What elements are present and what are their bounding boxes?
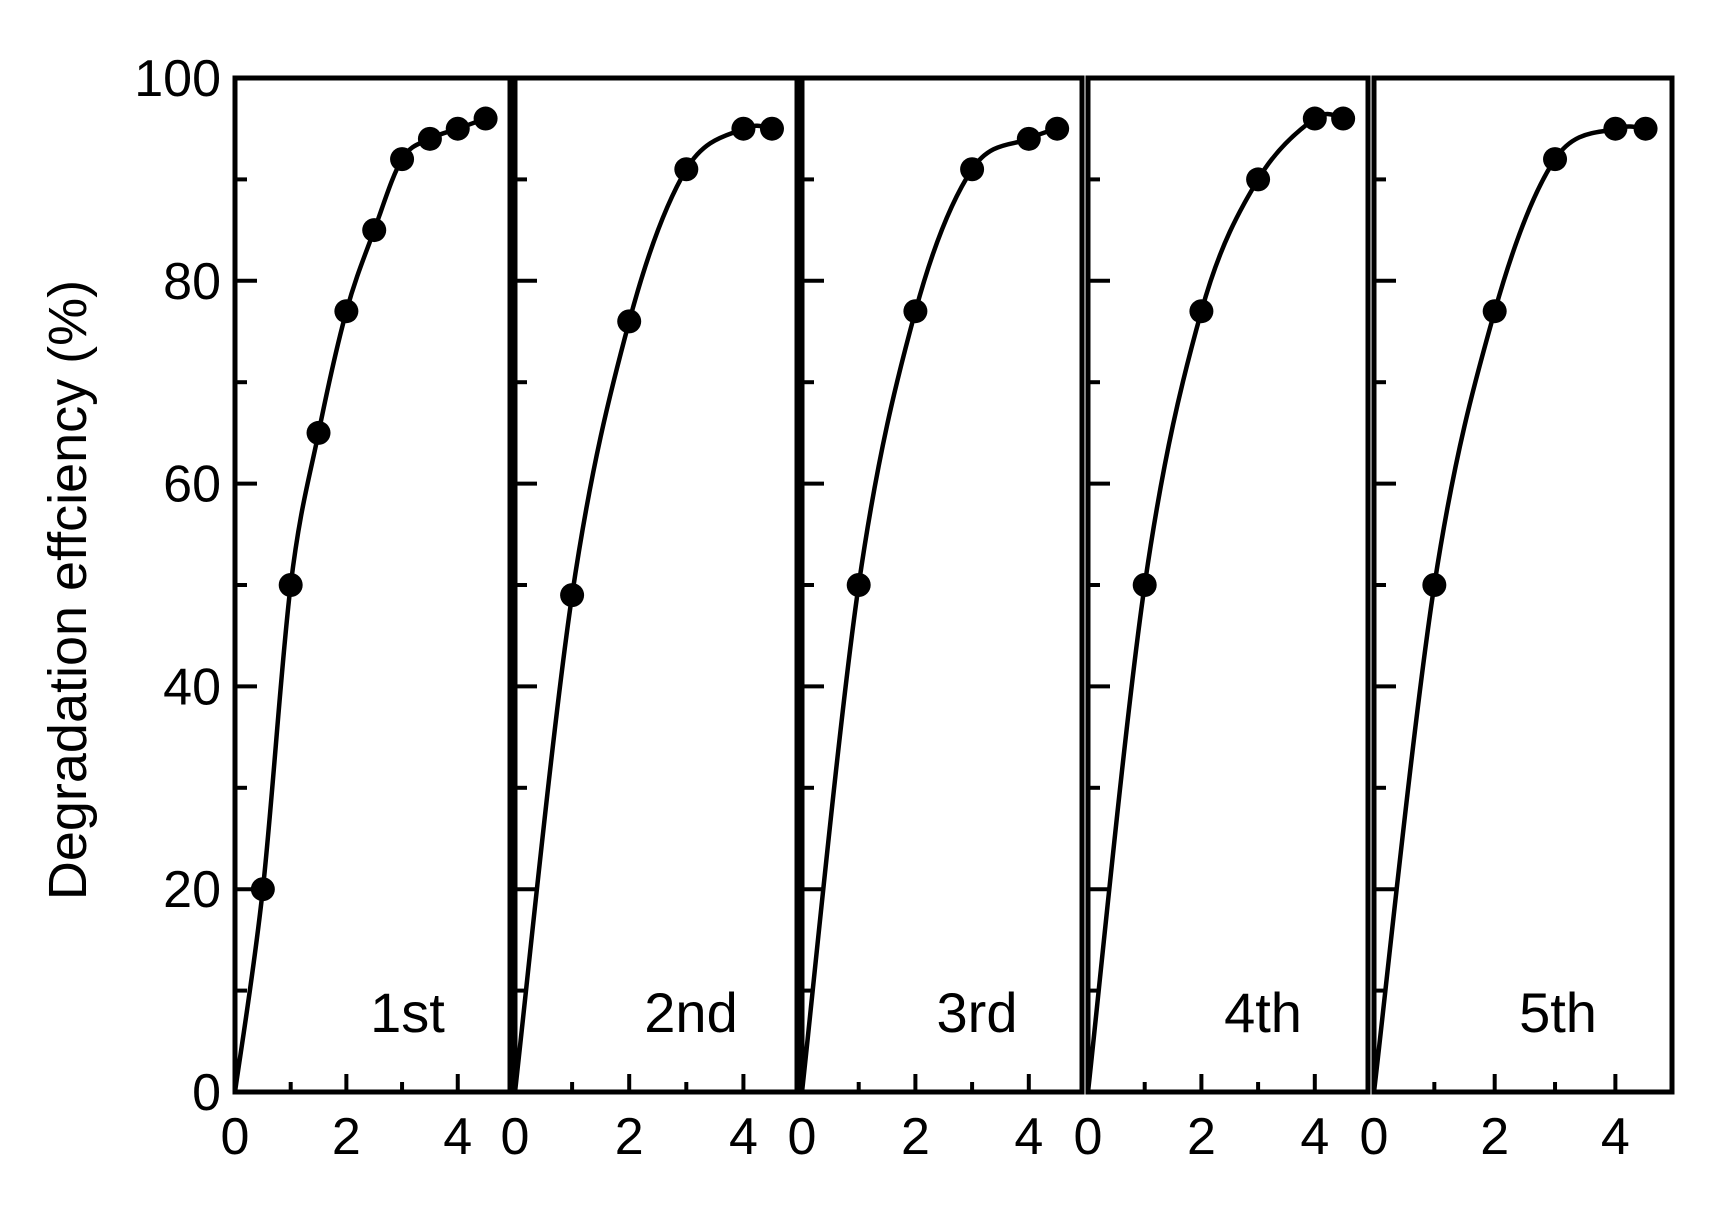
data-point <box>674 157 699 182</box>
x-tick-label: 2 <box>332 1108 361 1166</box>
data-point <box>1302 106 1327 131</box>
data-point <box>731 116 756 141</box>
panel-frame <box>1085 75 1371 1095</box>
y-tick-label: 60 <box>163 456 221 514</box>
data-point <box>278 573 303 597</box>
data-point <box>250 877 275 902</box>
x-tick-label: 4 <box>1300 1108 1329 1166</box>
data-point <box>1331 106 1356 131</box>
x-tick-label: 4 <box>443 1108 472 1166</box>
data-point <box>560 583 585 608</box>
data-point <box>334 299 359 324</box>
data-point <box>1045 116 1070 141</box>
y-tick-label: 20 <box>163 861 221 919</box>
x-tick-label: 0 <box>1360 1108 1389 1166</box>
x-tick-label: 2 <box>1187 1108 1216 1166</box>
x-tick-label: 4 <box>729 1108 758 1166</box>
x-tick-label: 4 <box>1014 1108 1043 1166</box>
fit-curve <box>512 123 773 1093</box>
data-point <box>1246 167 1271 192</box>
panel-label: 4th <box>1224 981 1302 1044</box>
data-point <box>846 573 871 597</box>
panel-2: 0 2 4 2nd <box>501 75 800 1166</box>
y-axis-title-group: Degradation effciency (%) <box>38 280 98 900</box>
fit-curve <box>799 126 1058 1093</box>
panel-label: 2nd <box>644 981 737 1044</box>
panel-4: 0 2 4 4th <box>1074 75 1371 1166</box>
data-point <box>1543 147 1568 172</box>
data-point <box>390 147 415 172</box>
data-point <box>417 126 442 151</box>
data-point <box>759 116 784 141</box>
data-point <box>960 157 985 182</box>
data-point <box>1189 299 1214 324</box>
x-tick-label: 4 <box>1601 1108 1630 1166</box>
x-tick-label: 0 <box>221 1108 250 1166</box>
y-tick-label: 0 <box>192 1064 221 1122</box>
data-point <box>306 420 331 445</box>
data-point <box>1422 573 1447 597</box>
data-point <box>617 309 642 334</box>
data-point <box>903 299 928 324</box>
data-point <box>445 116 470 141</box>
y-tick-label: 40 <box>163 658 221 716</box>
data-point <box>1633 116 1658 141</box>
fit-curve <box>232 116 487 1093</box>
y-tick-label: 100 <box>134 50 221 108</box>
panel-3: 0 2 4 3rd <box>788 75 1085 1166</box>
panel-label: 5th <box>1519 981 1597 1044</box>
data-point <box>1132 573 1157 597</box>
panel-label: 3rd <box>937 981 1018 1044</box>
y-tick-label: 80 <box>163 253 221 311</box>
x-tick-label: 0 <box>1074 1108 1103 1166</box>
x-tick-label: 0 <box>501 1108 530 1166</box>
panel-5: 0 2 4 5th <box>1360 75 1675 1166</box>
data-point <box>1482 299 1507 324</box>
data-point <box>1603 116 1628 141</box>
data-point <box>1016 126 1041 151</box>
x-tick-label: 0 <box>788 1108 817 1166</box>
fit-curve <box>1085 111 1344 1093</box>
x-tick-label: 2 <box>615 1108 644 1166</box>
data-point <box>473 106 498 131</box>
panel-label: 1st <box>370 981 445 1044</box>
x-tick-label: 2 <box>1480 1108 1509 1166</box>
x-tick-label: 2 <box>901 1108 930 1166</box>
y-axis-title: Degradation effciency (%) <box>38 280 98 900</box>
fit-curve <box>1371 124 1646 1093</box>
data-point <box>362 218 387 243</box>
